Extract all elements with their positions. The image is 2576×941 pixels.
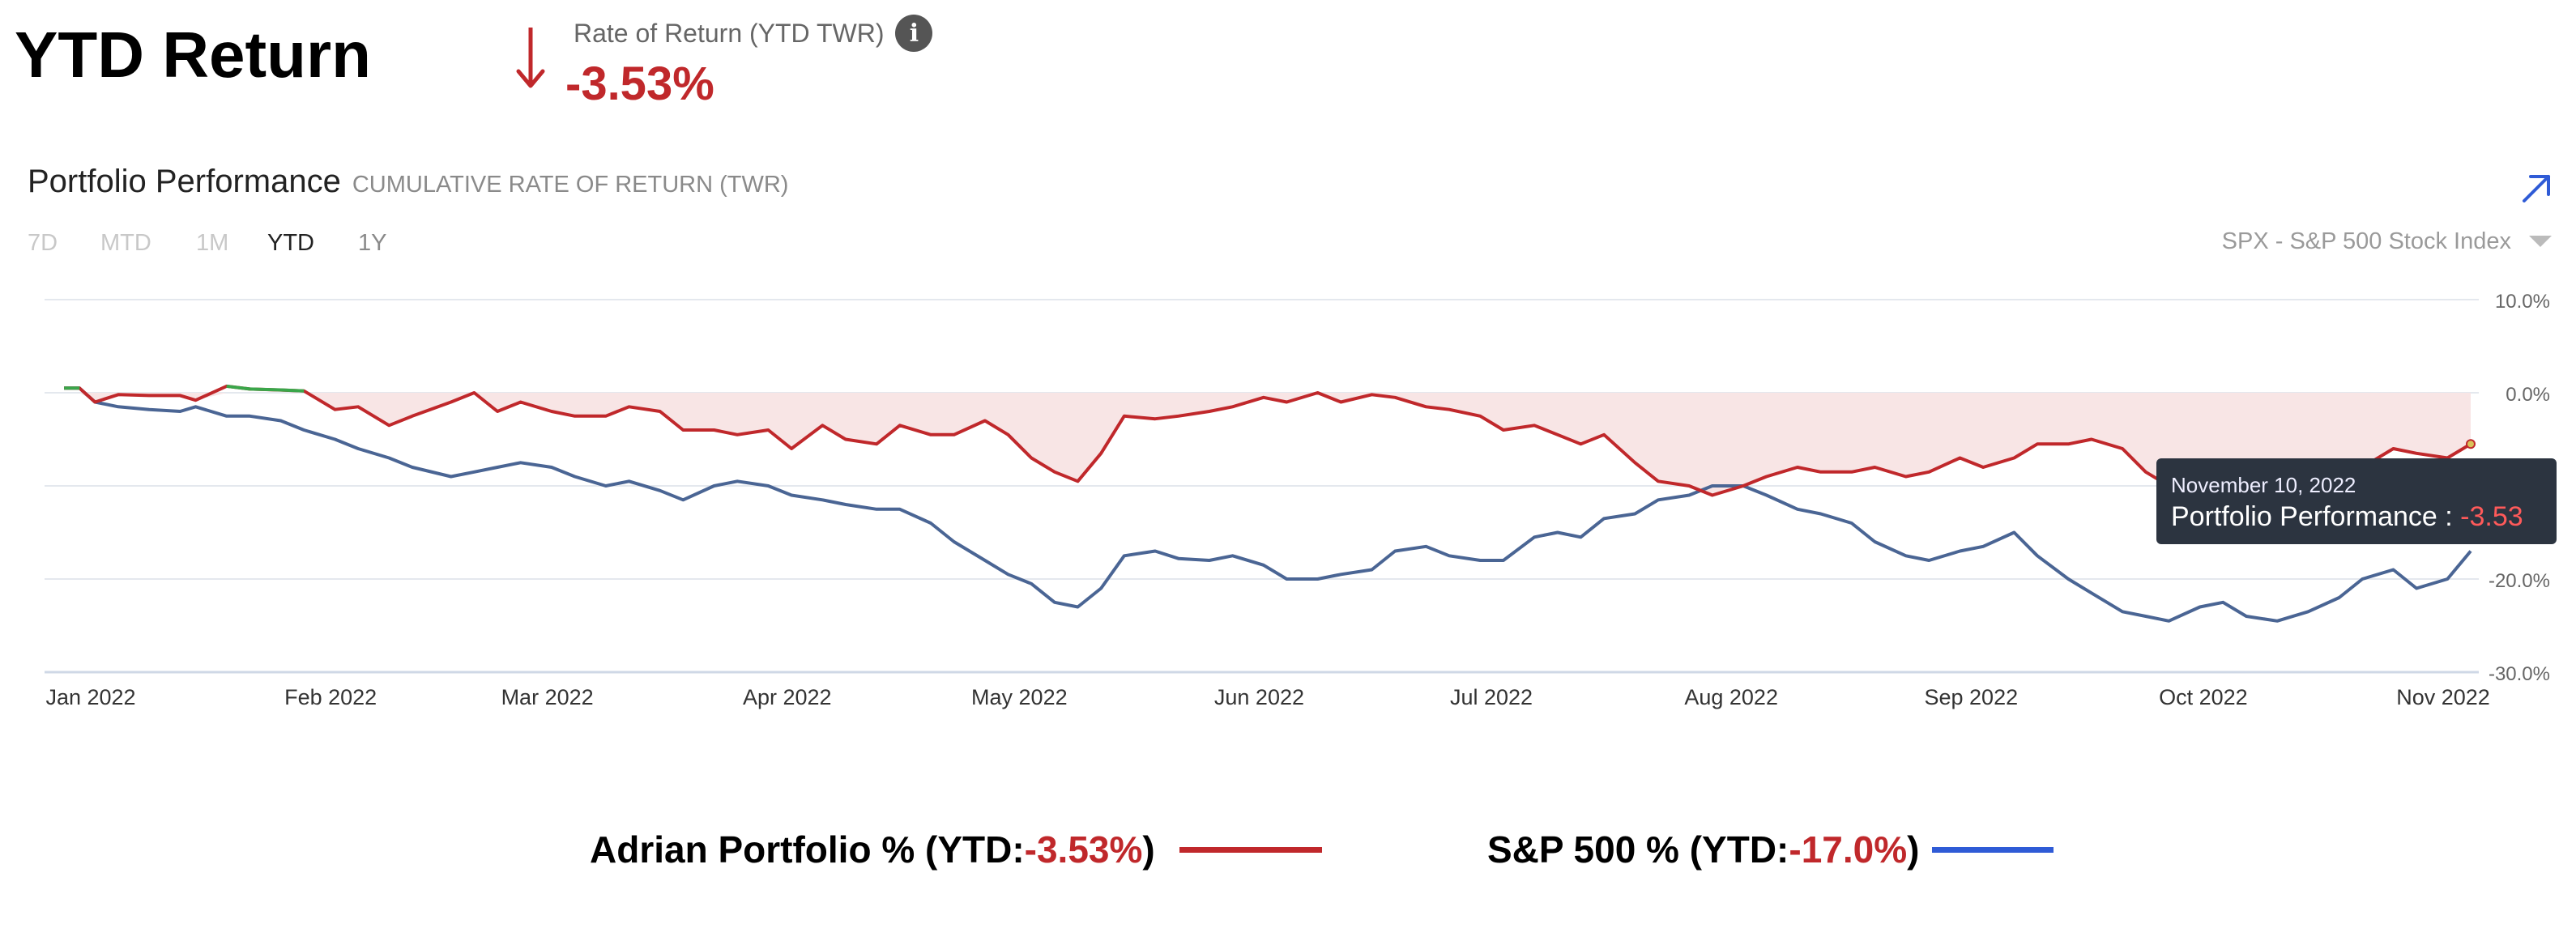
x-tick-label: May 2022 xyxy=(971,685,1068,709)
x-tick-label: Jul 2022 xyxy=(1450,685,1533,709)
x-tick-label: Sep 2022 xyxy=(1925,685,2019,709)
legend-benchmark-value: -17.0% xyxy=(1789,828,1908,871)
legend-benchmark-prefix: S&P 500 % (YTD: xyxy=(1487,828,1789,871)
legend-portfolio-value: -3.53% xyxy=(1024,828,1143,871)
legend-benchmark-suffix: ) xyxy=(1907,828,1920,871)
portfolio-area xyxy=(64,393,2471,496)
legend-benchmark-swatch xyxy=(1932,846,2054,853)
tooltip-value: -3.53 xyxy=(2460,501,2523,532)
panel-title: Portfolio Performance xyxy=(28,164,341,199)
portfolio-positive-segment xyxy=(249,387,281,392)
benchmark-line xyxy=(64,386,2472,623)
y-tick-label: -30.0% xyxy=(2489,663,2550,685)
panel-subtitle: CUMULATIVE RATE OF RETURN (TWR) xyxy=(352,172,789,198)
ror-value: -3.53% xyxy=(565,57,714,110)
x-tick-label: Oct 2022 xyxy=(2159,685,2248,709)
tooltip-date: November 10, 2022 xyxy=(2171,473,2356,497)
legend-portfolio: Adrian Portfolio % (YTD: -3.53%) xyxy=(590,828,1322,871)
hover-marker xyxy=(2466,439,2476,449)
chart-tooltip: November 10, 2022 Portfolio Performance … xyxy=(2156,458,2557,544)
expand-arrow-icon[interactable] xyxy=(2519,170,2555,206)
y-tick-label: 10.0% xyxy=(2495,291,2550,313)
performance-chart: 10.0% 0.0% -20.0% -30.0% Jan 2022 Feb 2022 Mar… xyxy=(45,291,2550,709)
tab-ytd[interactable]: YTD xyxy=(267,230,314,256)
portfolio-positive-segment xyxy=(280,388,305,393)
tab-1m[interactable]: 1M xyxy=(196,230,229,256)
range-tabs: 7D MTD 1M YTD 1Y xyxy=(28,230,386,257)
x-tick-label: Jun 2022 xyxy=(1214,685,1304,709)
ror-label-row: Rate of Return (YTD TWR) i xyxy=(574,15,933,52)
benchmark-label: SPX - S&P 500 Stock Index xyxy=(2221,228,2511,254)
chevron-down-icon xyxy=(2529,235,2552,247)
panel-header: Portfolio Performance CUMULATIVE RATE OF… xyxy=(28,164,788,200)
benchmark-select[interactable]: SPX - S&P 500 Stock Index xyxy=(2222,228,2552,255)
info-icon[interactable]: i xyxy=(895,15,933,52)
x-tick-label: Mar 2022 xyxy=(501,685,594,709)
x-tick-label: Jan 2022 xyxy=(45,685,135,709)
tab-1y[interactable]: 1Y xyxy=(358,230,387,256)
y-tick-label: 0.0% xyxy=(2506,384,2550,406)
page-title: YTD Return xyxy=(15,19,371,91)
legend-portfolio-suffix: ) xyxy=(1142,828,1155,871)
tooltip-line: Portfolio Performance : -3.53 xyxy=(2171,501,2542,533)
x-tick-label: Feb 2022 xyxy=(284,685,377,709)
x-tick-label: Nov 2022 xyxy=(2396,685,2490,709)
tooltip-label: Portfolio Performance : xyxy=(2171,501,2461,532)
tab-mtd[interactable]: MTD xyxy=(100,230,151,256)
legend-benchmark: S&P 500 % (YTD: -17.0%) xyxy=(1487,828,2054,871)
portfolio-line xyxy=(64,384,2472,497)
tab-7d[interactable]: 7D xyxy=(28,230,58,256)
x-tick-label: Aug 2022 xyxy=(1684,685,1778,709)
y-tick-label: -20.0% xyxy=(2489,570,2550,592)
arrow-down-icon xyxy=(516,28,545,88)
ror-label: Rate of Return (YTD TWR) xyxy=(574,18,885,48)
legend-portfolio-swatch xyxy=(1179,846,1322,853)
legend-portfolio-prefix: Adrian Portfolio % (YTD: xyxy=(590,828,1025,871)
x-tick-label: Apr 2022 xyxy=(743,685,832,709)
portfolio-positive-segment xyxy=(226,384,250,391)
